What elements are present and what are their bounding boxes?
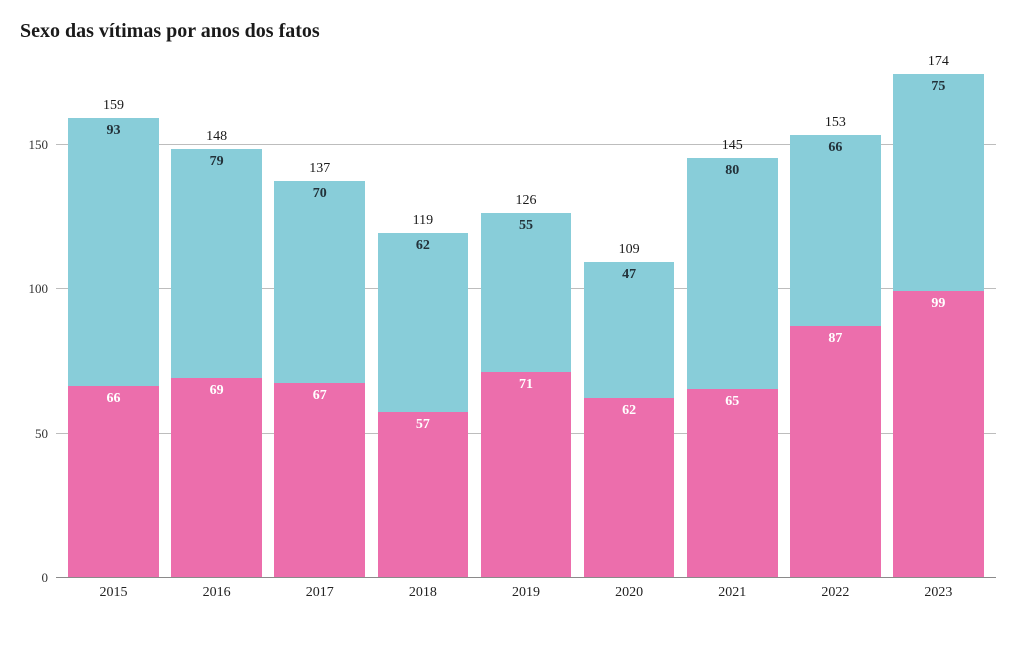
bar-total-label: 126: [481, 193, 572, 209]
bar-slot: 65 80 145: [681, 57, 784, 577]
x-tick-label: 2019: [474, 577, 577, 607]
y-tick-label: 100: [29, 281, 49, 297]
bar-value-bottom: 69: [171, 383, 262, 399]
bar-value-bottom: 87: [790, 331, 881, 347]
bar-segment-top: 47: [584, 262, 675, 398]
stacked-bar: 6979148: [171, 149, 262, 577]
bar-total-label: 148: [171, 129, 262, 145]
x-tick-label: 2016: [165, 577, 268, 607]
bar-segment-top: 70: [274, 181, 365, 383]
y-tick-label: 0: [42, 570, 49, 586]
bar-total-label: 159: [68, 98, 159, 114]
bar-segment-bottom: 57: [378, 412, 469, 577]
bar-value-bottom: 71: [481, 377, 572, 393]
stacked-bar: 5762119: [378, 233, 469, 577]
stacked-bar: 9975174: [893, 74, 984, 577]
x-tick-label: 2021: [681, 577, 784, 607]
x-tick-label: 2022: [784, 577, 887, 607]
bar-value-top: 66: [790, 140, 881, 156]
bar-segment-bottom: 87: [790, 326, 881, 577]
bar-segment-bottom: 71: [481, 372, 572, 577]
bar-value-top: 62: [378, 238, 469, 254]
bar-total-label: 119: [378, 213, 469, 229]
bar-value-top: 70: [274, 186, 365, 202]
y-tick-label: 150: [29, 137, 49, 153]
bar-segment-bottom: 65: [687, 389, 778, 577]
bar-slot: 69 79 148: [165, 57, 268, 577]
bar-slot: 87 66 153: [784, 57, 887, 577]
x-tick-label: 2018: [371, 577, 474, 607]
x-tick-label: 2020: [578, 577, 681, 607]
x-tick-label: 2023: [887, 577, 990, 607]
bar-value-bottom: 65: [687, 394, 778, 410]
bar-segment-top: 62: [378, 233, 469, 412]
bar-value-top: 75: [893, 79, 984, 95]
stacked-bar: 8766153: [790, 135, 881, 577]
bar-value-bottom: 62: [584, 403, 675, 419]
x-tick-label: 2015: [62, 577, 165, 607]
bar-total-label: 109: [584, 242, 675, 258]
bar-slot: 66 93 159: [62, 57, 165, 577]
stacked-bar: 6693159: [68, 118, 159, 577]
bar-value-bottom: 57: [378, 417, 469, 433]
chart-container: Sexo das vítimas por anos dos fatos 0 50 1…: [0, 0, 1020, 650]
x-axis: 201520162017201820192020202120222023: [56, 577, 996, 607]
bar-value-bottom: 67: [274, 388, 365, 404]
bar-slot: 57 62 119: [371, 57, 474, 577]
bar-total-label: 153: [790, 115, 881, 131]
bar-segment-top: 93: [68, 118, 159, 387]
stacked-bar: 6247109: [584, 262, 675, 577]
bar-segment-top: 55: [481, 213, 572, 372]
bar-segment-top: 79: [171, 149, 262, 377]
chart-title: Sexo das vítimas por anos dos fatos: [20, 20, 1004, 43]
bar-total-label: 145: [687, 138, 778, 154]
bar-segment-top: 66: [790, 135, 881, 326]
bar-total-label: 174: [893, 54, 984, 70]
bar-value-top: 93: [68, 123, 159, 139]
bar-segment-bottom: 69: [171, 378, 262, 577]
bar-value-top: 55: [481, 218, 572, 234]
bar-group: 66 93 159 69 79 148 67 70 137 57 62 119 71 55 126 62 47 1…: [56, 57, 996, 577]
bar-value-top: 80: [687, 163, 778, 179]
bar-segment-bottom: 67: [274, 383, 365, 577]
y-tick-label: 50: [35, 426, 48, 442]
bar-segment-top: 75: [893, 74, 984, 291]
bar-value-bottom: 99: [893, 296, 984, 312]
stacked-bar: 6770137: [274, 181, 365, 577]
bar-segment-bottom: 66: [68, 386, 159, 577]
bar-value-bottom: 66: [68, 391, 159, 407]
plot-area: 050100150 669315969791486770137576211971…: [56, 57, 996, 607]
bar-slot: 99 75 174: [887, 57, 990, 577]
stacked-bar: 6580145: [687, 158, 778, 577]
stacked-bar: 7155126: [481, 213, 572, 577]
bar-value-top: 79: [171, 154, 262, 170]
bar-slot: 71 55 126: [474, 57, 577, 577]
bar-segment-bottom: 62: [584, 398, 675, 577]
bar-value-top: 47: [584, 267, 675, 283]
x-tick-label: 2017: [268, 577, 371, 607]
bar-segment-bottom: 99: [893, 291, 984, 577]
bar-slot: 67 70 137: [268, 57, 371, 577]
bar-segment-top: 80: [687, 158, 778, 389]
bar-slot: 62 47 109: [578, 57, 681, 577]
bar-total-label: 137: [274, 161, 365, 177]
